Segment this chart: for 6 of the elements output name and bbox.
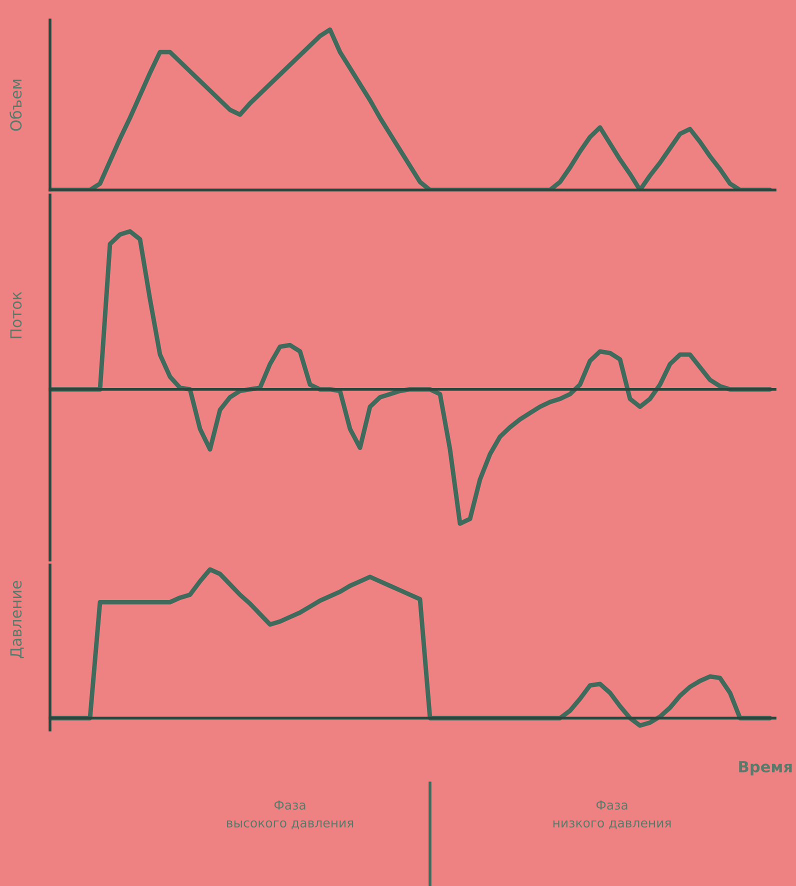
text: Фаза высокого давления: [226, 800, 354, 830]
x-axis-title: Время: [739, 761, 792, 776]
y-axis-title: Давление: [10, 580, 24, 658]
y-axis-title: Поток: [10, 292, 22, 338]
text: Фаза низкого давления: [553, 800, 671, 830]
y-axis-title: Объем: [10, 80, 22, 131]
